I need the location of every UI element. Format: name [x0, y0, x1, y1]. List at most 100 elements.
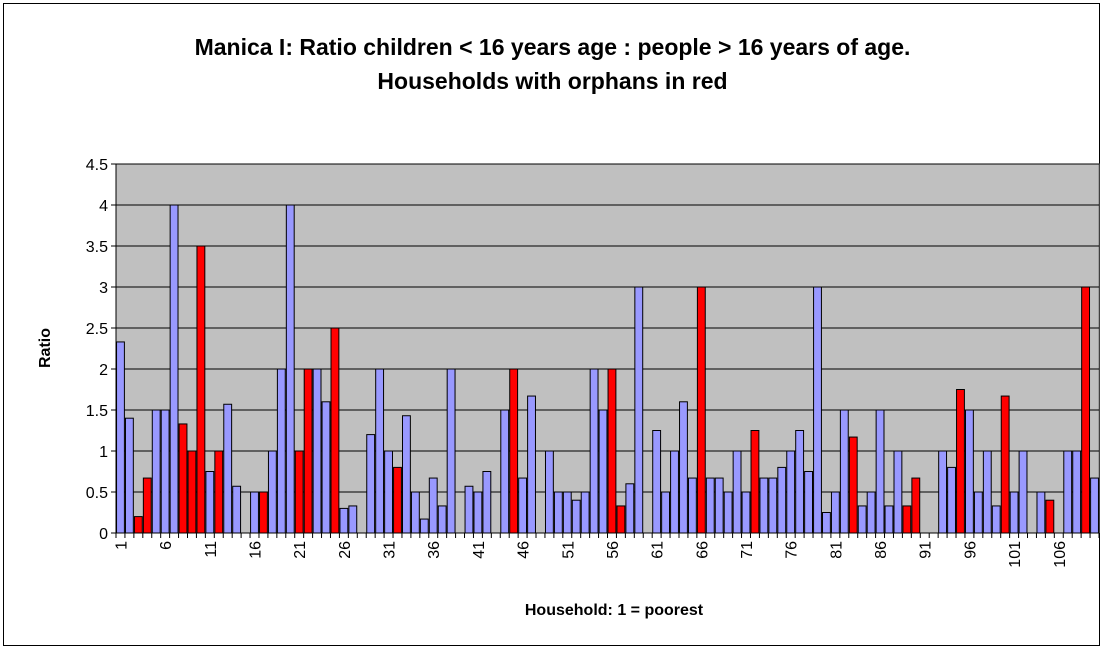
bar-household: [786, 450, 796, 534]
bar-household: [795, 430, 805, 534]
x-tick-label: 66: [694, 541, 711, 559]
bar-household: [437, 505, 447, 534]
bar-household: [732, 450, 742, 534]
bar-household: [267, 450, 277, 534]
y-tick-label: 1.5: [86, 403, 108, 420]
bar-household: [116, 341, 125, 534]
bar-orphan-household: [956, 389, 965, 534]
bar-household: [884, 505, 894, 534]
y-ticks: 0 0.5 1 1.5 2 2.5 3 3.5 4 4.5: [86, 157, 116, 543]
bar-orphan-household: [607, 368, 617, 534]
bar-household: [598, 409, 608, 534]
bar-household: [544, 450, 554, 534]
bar-household: [384, 450, 393, 534]
bar-orphan-household: [133, 516, 143, 534]
bar-orphan-household: [750, 430, 760, 534]
bar-orphan-household: [509, 368, 519, 534]
y-tick-label: 1: [99, 444, 108, 461]
y-tick-label: 4: [99, 198, 108, 215]
bar-household: [312, 368, 322, 534]
bar-household: [822, 512, 831, 534]
bar-household: [964, 409, 974, 534]
bar-household: [1072, 450, 1082, 534]
y-tick-label: 0: [99, 526, 108, 543]
bar-household: [348, 505, 358, 534]
x-tick-label: 51: [560, 541, 577, 559]
bar-household: [982, 450, 992, 534]
bar-household: [1063, 450, 1073, 534]
bar-household: [839, 409, 849, 534]
bar-orphan-household: [1000, 395, 1010, 534]
bar-household: [661, 491, 671, 534]
bar-household: [473, 491, 483, 534]
chart-title-line-2: Households with orphans in red: [377, 68, 728, 94]
y-tick-label: 2: [99, 362, 108, 379]
bar-orphan-household: [902, 505, 912, 534]
bar-household: [741, 491, 751, 534]
bar-household: [446, 368, 456, 534]
bar-household: [589, 368, 599, 534]
bar-household: [670, 450, 679, 534]
bar-orphan-household: [142, 477, 152, 534]
bar-household: [580, 491, 590, 534]
bar-orphan-household: [196, 245, 206, 534]
x-tick-label: 86: [873, 541, 890, 559]
bar-orphan-household: [616, 505, 626, 534]
bar-household: [285, 204, 295, 534]
y-axis-label: Ratio: [37, 328, 54, 368]
bar-household: [759, 477, 769, 534]
bar-household: [991, 505, 1001, 534]
bar-household: [723, 491, 733, 534]
bar-household: [223, 403, 233, 534]
y-tick-label: 4.5: [86, 157, 108, 174]
bar-household: [652, 430, 662, 534]
bar-household: [169, 204, 179, 534]
x-tick-label: 46: [516, 541, 533, 559]
x-axis-label: Household: 1 = poorest: [524, 602, 704, 619]
bar-household: [938, 450, 948, 534]
bar-household: [830, 491, 840, 534]
bar-household: [947, 466, 956, 534]
bar-household: [625, 483, 635, 534]
bar-orphan-household: [303, 368, 313, 534]
bar-household: [893, 450, 903, 534]
x-tick-label: 61: [650, 541, 667, 559]
bar-household: [562, 491, 572, 534]
bar-household: [250, 491, 259, 534]
bar-household: [1036, 491, 1046, 534]
bar-household: [464, 485, 474, 534]
chart-title-line-1: Manica I: Ratio children < 16 years age …: [194, 34, 911, 60]
bar-household: [518, 477, 528, 534]
bar-orphan-household: [187, 450, 197, 534]
bars: [116, 204, 1099, 534]
bar-household: [232, 485, 242, 534]
x-tick-label: 71: [739, 541, 756, 559]
bar-orphan-household: [330, 327, 340, 534]
bar-household: [553, 491, 563, 534]
bar-household: [679, 401, 688, 534]
x-tick-label: 101: [1007, 541, 1024, 568]
bar-household: [813, 286, 822, 534]
bar-household: [402, 415, 411, 534]
y-tick-label: 2.5: [86, 321, 108, 338]
bar-household: [1009, 491, 1019, 534]
y-tick-label: 0.5: [86, 485, 108, 502]
bar-orphan-household: [178, 423, 188, 534]
bar-orphan-household: [393, 466, 402, 534]
bar-household: [768, 477, 778, 534]
x-tick-label: 106: [1052, 541, 1069, 568]
x-tick-label: 16: [248, 541, 265, 559]
x-tick-label: 11: [203, 541, 220, 558]
x-tick-label: 31: [382, 541, 399, 559]
bar-orphan-household: [1081, 286, 1091, 534]
x-tick-label: 56: [605, 541, 622, 559]
x-tick-label: 91: [918, 541, 935, 559]
bar-orphan-household: [911, 477, 921, 534]
bar-orphan-household: [848, 436, 858, 534]
bar-household: [205, 471, 215, 534]
x-ticks: 1 6 11 16 21 26 31 36 41 46 51 56 61 66 71 76 81 86 91 96 10…: [113, 533, 1100, 568]
bar-household: [777, 466, 787, 534]
bar-household: [428, 477, 438, 534]
bar-household: [500, 409, 510, 534]
y-tick-label: 3: [99, 280, 108, 297]
